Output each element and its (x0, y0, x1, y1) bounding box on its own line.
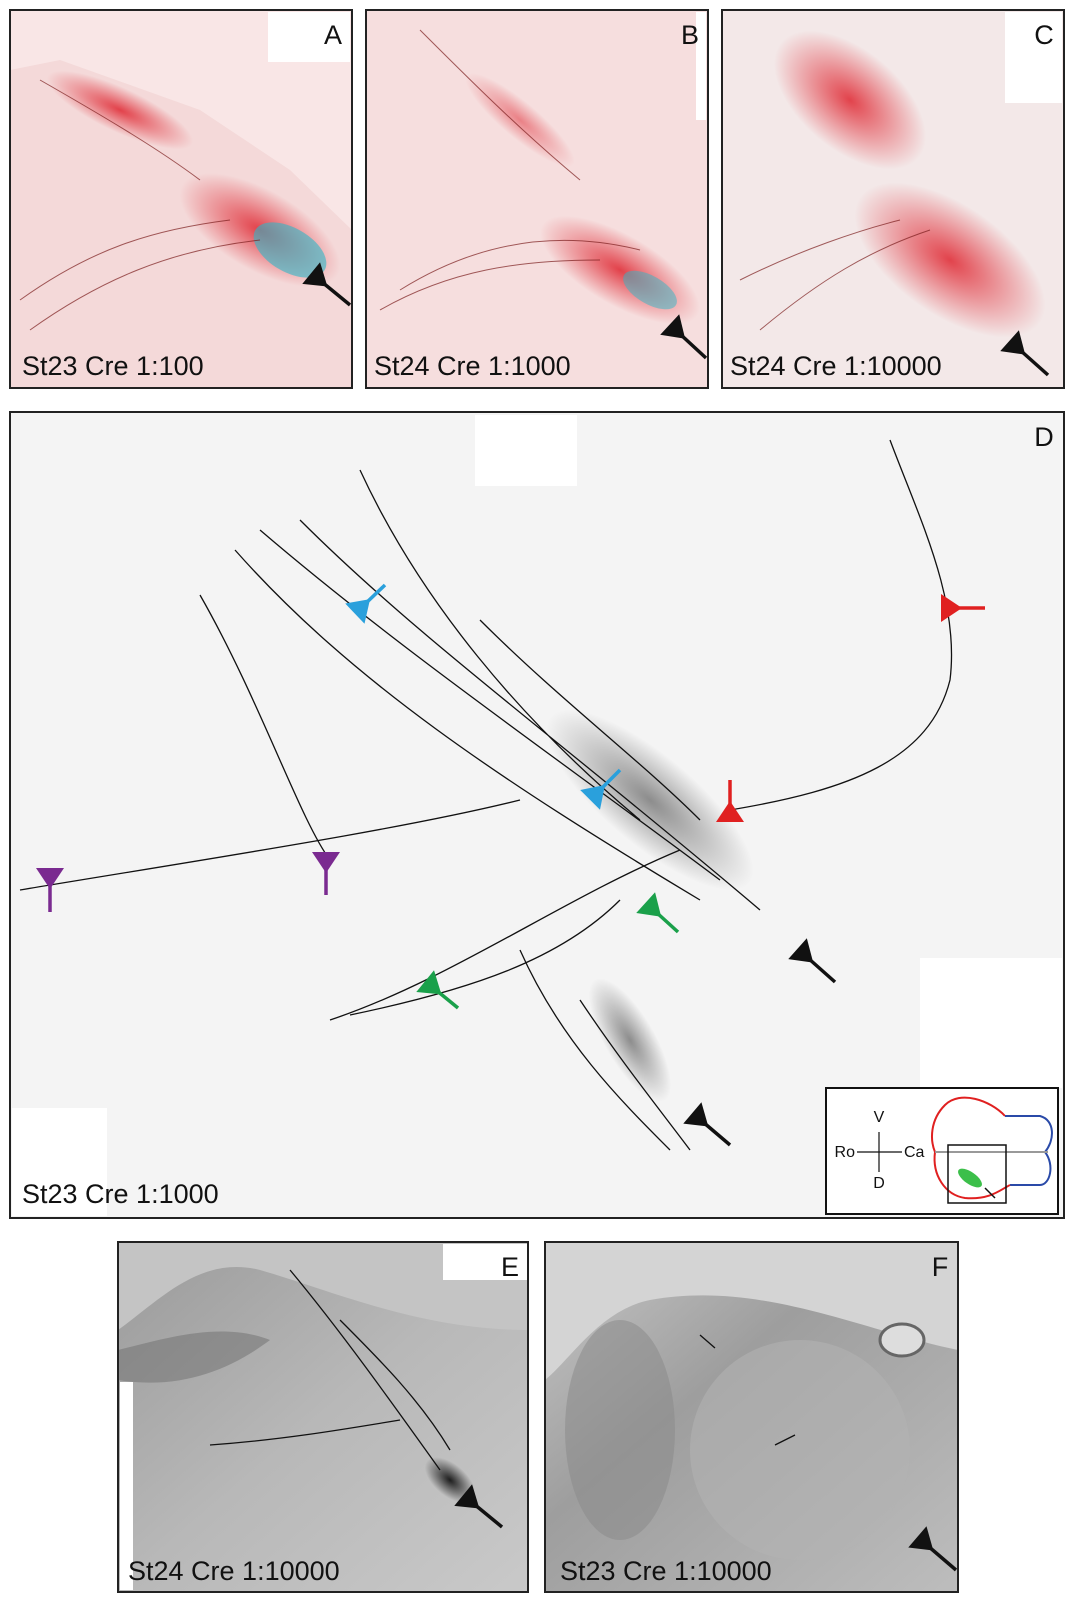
panel-d: D St23 Cre 1:1000 V D Ro Ca (10, 412, 1064, 1218)
inset-label: V (874, 1109, 885, 1126)
panel-caption: St23 Cre 1:1000 (22, 1179, 219, 1209)
panel-e: E St24 Cre 1:10000 (118, 1242, 528, 1592)
panel-caption: St23 Cre 1:10000 (560, 1556, 772, 1586)
inset-label: D (873, 1175, 885, 1192)
panel-letter: E (501, 1252, 519, 1282)
inset-label: Ca (904, 1144, 925, 1161)
panel-letter: B (681, 20, 699, 50)
panel-caption: St24 Cre 1:10000 (730, 351, 942, 381)
panel-f: F St23 Cre 1:10000 (545, 1242, 958, 1592)
figure: A St23 Cre 1:100 B St24 Cre 1:1000 C St2… (0, 0, 1085, 1597)
panel-letter: A (324, 20, 342, 50)
panel-caption: St24 Cre 1:1000 (374, 351, 571, 381)
inset-label: Ro (835, 1144, 856, 1161)
panel-c: C St24 Cre 1:10000 (722, 4, 1072, 388)
panel-letter: D (1034, 422, 1054, 452)
panel-caption: St23 Cre 1:100 (22, 351, 204, 381)
panel-letter: F (932, 1252, 949, 1282)
orientation-inset: V D Ro Ca (826, 1088, 1058, 1214)
panel-caption: St24 Cre 1:10000 (128, 1556, 340, 1586)
panel-a: A St23 Cre 1:100 (10, 10, 358, 388)
panel-letter: C (1034, 20, 1054, 50)
panel-b: B St24 Cre 1:1000 (366, 10, 715, 388)
